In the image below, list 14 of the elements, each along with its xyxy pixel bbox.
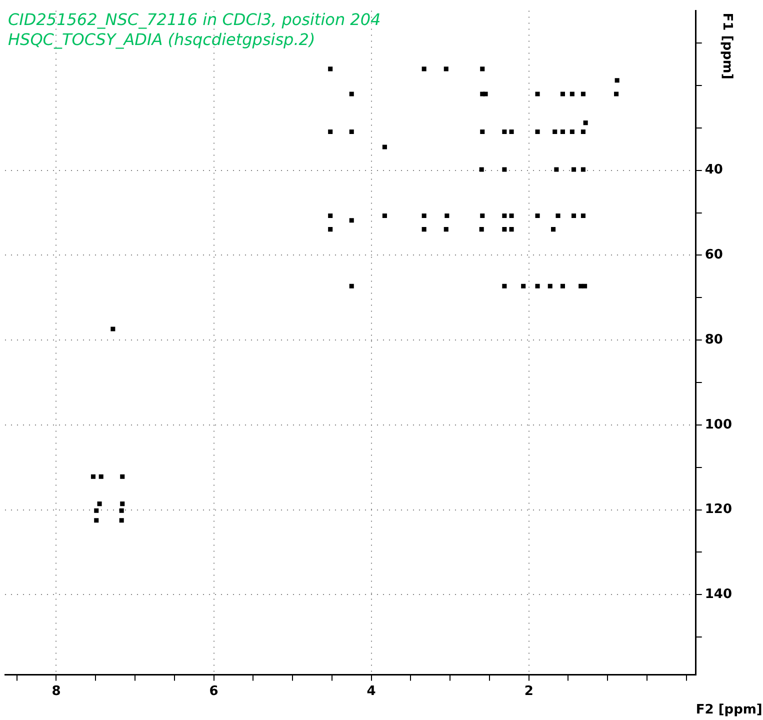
x-tick-label: 8 xyxy=(52,684,61,699)
x-tick-label: 4 xyxy=(366,684,376,699)
y-tick-label: 100 xyxy=(704,417,732,432)
y-tick-label: 120 xyxy=(704,502,732,518)
x-axis-title: F2 [ppm] xyxy=(696,702,762,718)
y-tick-label: 40 xyxy=(704,162,723,178)
x-tick-label: 6 xyxy=(209,684,218,699)
y-axis-title: F1 [ppm] xyxy=(720,12,735,80)
x-tick-label: 2 xyxy=(524,684,534,699)
text: HSQC_TOCSY_ADIA (hsqcdietgpsisp.2) xyxy=(8,30,316,49)
chart-title: CID251562_NSC_72116 in CDCl3, position 204 xyxy=(8,10,381,29)
y-tick-label: 60 xyxy=(704,248,723,263)
y-tick-label: 140 xyxy=(704,586,732,602)
y-tick-label: 80 xyxy=(704,332,723,348)
